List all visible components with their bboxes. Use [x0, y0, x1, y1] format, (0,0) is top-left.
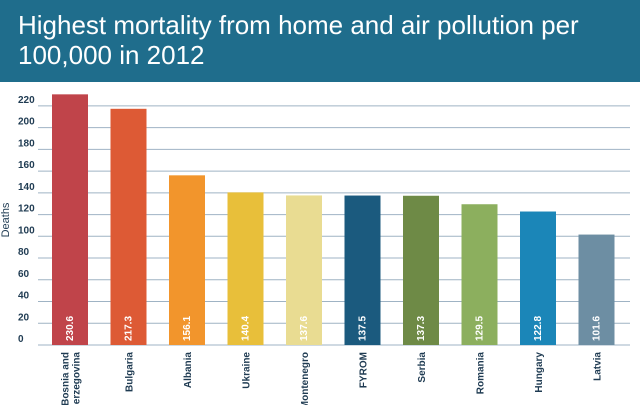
value-label: 230.6 [65, 316, 76, 341]
value-label: 217.3 [124, 316, 135, 341]
bar [520, 211, 556, 345]
y-tick-label: 100 [18, 225, 35, 236]
value-labels: 230.6 217.3 156.1 140.4 137.6 137.5 137.3 129.5… [65, 316, 603, 341]
y-tick-label: 220 [18, 95, 35, 106]
y-axis-label: Deaths [0, 202, 12, 237]
y-tick-label: 40 [18, 291, 30, 302]
bar [461, 204, 498, 345]
bar [403, 195, 439, 345]
category-label: Romania [476, 352, 487, 395]
bar [227, 192, 264, 345]
y-tick-label: 140 [18, 182, 35, 193]
y-tick-label: 120 [18, 204, 35, 215]
bar [52, 94, 88, 345]
category-labels: Bosnia and Herzegovina Bulgaria Albania Ukra… [61, 352, 604, 405]
category-label: Montenegro [300, 352, 311, 405]
y-tick-label: 80 [18, 247, 30, 258]
value-label: 156.1 [182, 316, 193, 341]
y-tick-label: 160 [18, 160, 35, 171]
category-label: FYROM [359, 352, 370, 388]
y-tick-label: 20 [18, 312, 30, 323]
category-label: Bosnia and [61, 352, 72, 405]
value-label: 129.5 [475, 316, 486, 341]
y-tick-label: 200 [18, 117, 35, 128]
y-tick-label: 0 [18, 334, 24, 345]
category-label: Bulgaria [125, 352, 136, 392]
bar [286, 195, 322, 345]
value-label: 137.3 [416, 316, 427, 341]
bar [169, 175, 205, 345]
title-banner: Highest mortality from home and air poll… [0, 0, 640, 82]
value-label: 137.6 [299, 316, 310, 341]
category-label: Albania [183, 352, 194, 389]
chart-title: Highest mortality from home and air poll… [18, 10, 579, 70]
category-label: Latvia [593, 352, 604, 381]
category-label: Herzegovina [72, 352, 83, 405]
bar [578, 234, 615, 345]
value-label: 140.4 [241, 316, 252, 341]
category-label: Serbia [417, 352, 428, 383]
category-label: Ukraine [242, 352, 253, 389]
category-label: Hungary [534, 352, 545, 393]
value-label: 101.6 [592, 316, 603, 341]
bars [52, 94, 615, 345]
y-axis-ticks: 0 20 40 60 80 100 120 140 160 180 200 220 [18, 95, 35, 345]
bar [344, 195, 381, 345]
y-tick-label: 180 [18, 138, 35, 149]
y-tick-label: 60 [18, 269, 30, 280]
value-label: 122.8 [533, 316, 544, 341]
bar [110, 108, 147, 345]
value-label: 137.5 [358, 316, 369, 341]
